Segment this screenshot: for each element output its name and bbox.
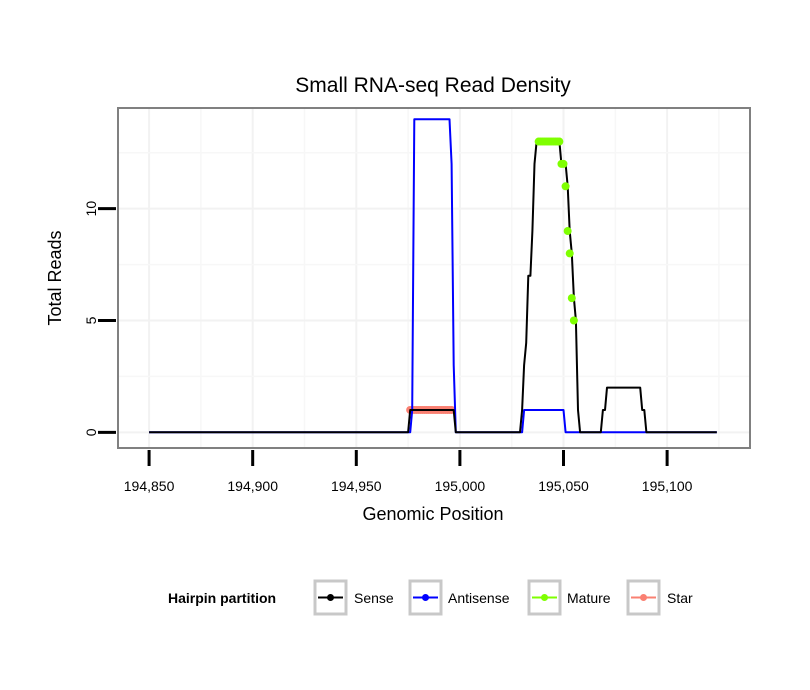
mature-point [569,316,578,325]
x-tick-label: 195,100 [642,478,693,494]
legend-key-dot-mature [541,594,548,601]
legend-label-sense: Sense [354,590,394,606]
series-group [149,118,717,434]
plot-panel [117,107,751,449]
legend-key-dot-star [640,594,647,601]
mature-point [565,249,574,258]
x-tick-label: 194,900 [227,478,278,494]
y-axis: 0 5 10 [83,201,116,436]
y-tick-label: 5 [83,316,99,324]
legend-label-antisense: Antisense [448,590,510,606]
y-tick-label: 0 [83,428,99,436]
x-tick-label: 195,050 [538,478,589,494]
x-tick-label: 195,000 [435,478,486,494]
legend-title: Hairpin partition [168,590,276,606]
mature-point [563,227,572,236]
legend-key-dot-antisense [422,594,429,601]
x-axis: 194,850 194,900 194,950 195,000 195,050 195,1… [124,450,693,494]
x-axis-title: Genomic Position [362,504,503,524]
mature-point [555,137,564,146]
legend-label-star: Star [667,590,693,606]
x-tick-label: 194,850 [124,478,175,494]
mature-point [567,294,576,303]
x-tick-label: 194,950 [331,478,382,494]
mature-point [559,159,568,168]
legend: Hairpin partition Sense Antisense Mature St… [168,579,693,616]
y-tick-label: 10 [83,201,99,217]
y-axis-title: Total Reads [45,230,65,325]
chart-title: Small RNA-seq Read Density [295,74,571,97]
legend-key-dot-sense [327,594,334,601]
mature-point [561,182,570,191]
legend-label-mature: Mature [567,590,611,606]
